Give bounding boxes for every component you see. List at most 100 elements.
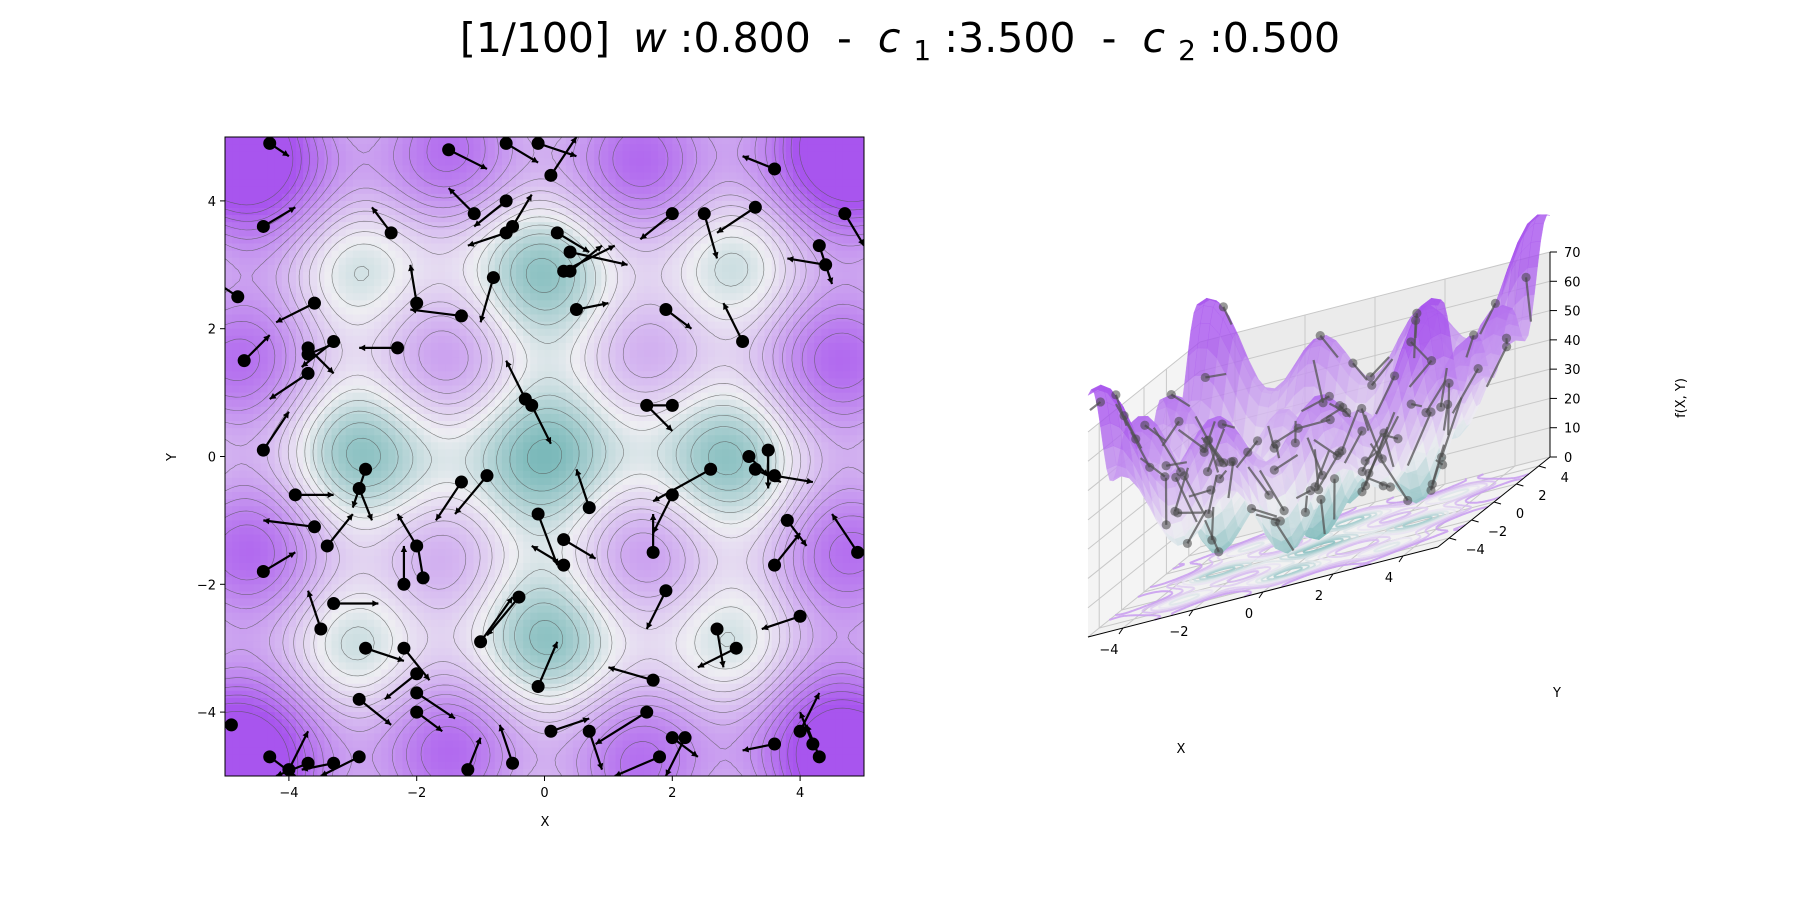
contour-cell — [274, 293, 283, 301]
contour-cell — [587, 477, 595, 486]
contour-cell — [331, 179, 340, 188]
contour-cell — [601, 768, 609, 776]
contour-cell — [388, 406, 396, 415]
contour-cell — [530, 250, 538, 259]
contour-cell — [402, 208, 411, 216]
contour-cell — [317, 413, 325, 422]
contour-cell — [601, 215, 609, 223]
contour-cell — [253, 158, 262, 166]
contour-cell — [423, 342, 432, 351]
contour-cell — [537, 428, 546, 436]
contour-cell — [409, 676, 418, 685]
contour-cell — [225, 264, 233, 273]
contour-cell — [587, 740, 595, 749]
contour-cell — [225, 406, 233, 415]
contour-cell — [345, 747, 354, 756]
contour-cell — [587, 208, 595, 216]
contour-cell — [239, 179, 247, 188]
contour-cell — [374, 193, 382, 202]
contour-cell — [537, 442, 546, 450]
contour-cell — [452, 754, 460, 763]
contour-cell — [509, 307, 517, 316]
contour-cell — [487, 321, 496, 330]
contour-cell — [303, 314, 311, 323]
contour-cell — [260, 605, 269, 614]
contour-cell — [523, 754, 531, 763]
contour-cell — [288, 378, 297, 387]
contour-cell — [509, 548, 517, 557]
contour-cell — [416, 243, 425, 252]
title-w-label: w — [633, 14, 667, 62]
contour-cell — [501, 442, 510, 450]
contour-cell — [551, 740, 560, 749]
contour-cell — [445, 307, 453, 316]
contour-cell — [367, 271, 375, 280]
contour-cell — [587, 626, 595, 635]
contour-cell — [225, 229, 233, 237]
contour-cell — [409, 350, 418, 358]
contour-cell — [331, 619, 340, 628]
contour-cell — [423, 264, 432, 273]
contour-cell — [267, 279, 276, 287]
contour-cell — [416, 378, 425, 387]
contour-cell — [395, 435, 404, 443]
contour-cell — [459, 584, 467, 592]
contour-cell — [423, 477, 432, 486]
contour-cell — [388, 328, 396, 337]
contour-cell — [239, 761, 247, 770]
contour-cell — [615, 200, 624, 209]
contour-cell — [374, 172, 382, 181]
contour-cell — [352, 243, 361, 252]
contour-cell — [416, 719, 425, 727]
contour-cell — [572, 655, 581, 663]
contour-cell — [466, 314, 475, 323]
contour-cell — [288, 662, 297, 671]
contour-cell — [253, 300, 262, 308]
contour-cell — [509, 186, 517, 195]
contour-cell — [587, 761, 595, 770]
contour-cell — [239, 634, 247, 642]
contour-cell — [615, 144, 624, 152]
contour-cell — [281, 655, 290, 663]
contour-cell — [395, 406, 404, 415]
contour-cell — [530, 662, 538, 671]
contour-cell — [416, 492, 425, 500]
contour-cell — [530, 392, 538, 401]
contour-cell — [438, 364, 446, 372]
contour-cell — [253, 705, 262, 713]
contour-cell — [331, 300, 340, 308]
contour-cell — [523, 293, 531, 301]
contour-cell — [367, 506, 375, 514]
contour-cell — [288, 413, 297, 422]
contour-cell — [345, 257, 354, 266]
contour-cell — [395, 541, 404, 550]
contour-cell — [388, 712, 396, 720]
contour-cell — [601, 541, 609, 550]
contour-cell — [601, 456, 609, 465]
contour-cell — [388, 626, 396, 635]
contour-cell — [494, 307, 503, 316]
contour-cell — [580, 193, 588, 202]
contour-cell — [494, 314, 503, 323]
contour-cell — [345, 399, 354, 408]
contour-cell — [402, 520, 411, 529]
contour-cell — [608, 293, 617, 301]
contour-cell — [232, 705, 240, 713]
contour-cell — [544, 655, 553, 663]
contour-cell — [288, 236, 297, 245]
contour-cell — [544, 570, 553, 578]
contour-cell — [494, 541, 503, 550]
contour-cell — [572, 463, 581, 472]
contour-cell — [452, 392, 460, 401]
contour-cell — [345, 449, 354, 458]
contour-cell — [523, 271, 531, 280]
contour-cell — [416, 179, 425, 188]
contour-cell — [388, 570, 396, 578]
contour-cell — [317, 577, 325, 585]
contour-cell — [260, 151, 269, 159]
contour-cell — [551, 335, 560, 344]
contour-cell — [537, 719, 546, 727]
contour-cell — [409, 733, 418, 742]
contour-cell — [246, 321, 254, 330]
